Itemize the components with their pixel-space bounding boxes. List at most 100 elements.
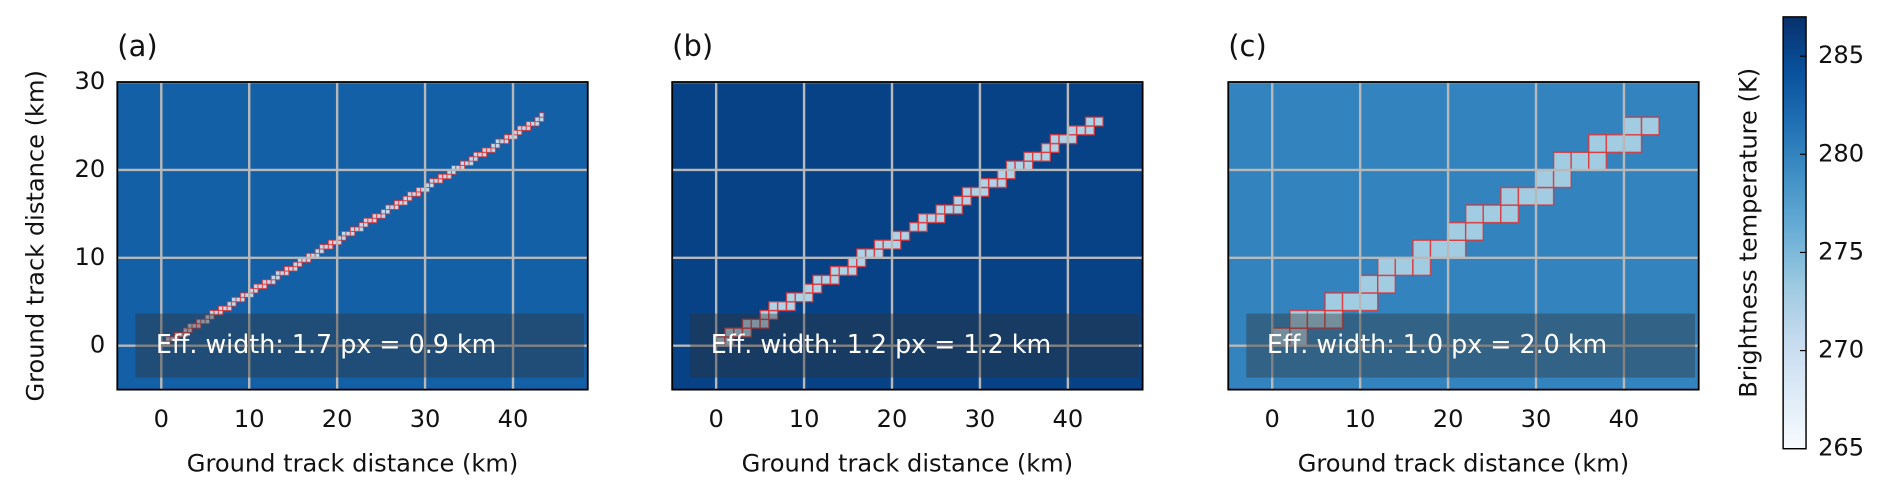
plot-area — [672, 82, 1143, 390]
stripe-pixel — [979, 186, 990, 197]
stripe-pixel — [534, 121, 540, 127]
stripe-pixel — [521, 125, 527, 131]
axes-frame — [671, 81, 1144, 391]
plot-area — [117, 82, 588, 390]
stripe-pixel — [1623, 116, 1643, 136]
stripe-pixel — [393, 204, 400, 210]
stripe-pixel — [996, 169, 1008, 180]
stripe-pixel — [253, 288, 259, 294]
stripe-pixel — [944, 204, 955, 215]
x-tick-label: 40 — [498, 405, 529, 433]
stripe-pixel — [530, 121, 536, 127]
stripe-pixel — [1005, 169, 1016, 180]
colorbar-tick-label: 270 — [1818, 336, 1864, 364]
stripe-pixel — [239, 292, 246, 298]
stripe-pixel — [393, 200, 400, 206]
stripe-pixel — [1084, 116, 1095, 127]
stripe-pixel — [503, 138, 510, 145]
stripe-pixel — [1093, 116, 1104, 127]
stripe-pixel — [776, 301, 788, 312]
stripe-pixel — [1588, 134, 1608, 154]
stripe-pixel — [385, 204, 391, 210]
stripe-pixel — [1040, 142, 1052, 154]
stripe-pixel — [363, 222, 369, 228]
stripe-pixel — [1447, 221, 1467, 241]
stripe-pixel — [538, 112, 545, 118]
stripe-pixel — [319, 244, 325, 250]
stripe-pixel — [319, 248, 325, 254]
stripe-pixel — [829, 274, 840, 285]
panel-label: (a) — [117, 29, 157, 63]
stripe-pixel — [979, 177, 990, 189]
stripe-pixel — [283, 270, 290, 276]
stripe-pixel — [327, 244, 334, 250]
stripe-pixel — [428, 182, 435, 188]
stripe-pixel — [367, 217, 373, 224]
stripe-pixel — [503, 134, 510, 140]
stripe-pixel — [891, 239, 902, 250]
stripe-pixel — [538, 116, 545, 123]
stripe-pixel — [1031, 151, 1043, 162]
stripe-pixel — [908, 221, 920, 233]
stripe-pixel — [829, 265, 840, 277]
stripe-pixel — [1570, 151, 1590, 171]
stripe-pixel — [283, 266, 290, 272]
stripe-pixel — [279, 270, 285, 276]
stripe-pixel — [1359, 274, 1379, 294]
annotation: Eff. width: 1.0 px = 2.0 km — [1267, 329, 1607, 359]
panel-label: (b) — [672, 29, 713, 63]
stripe-pixel — [873, 248, 884, 259]
colorbar — [1782, 16, 1807, 450]
x-axis-label: Ground track distance (km) — [187, 449, 518, 477]
stripe-pixel — [341, 230, 347, 237]
stripe-pixel — [380, 208, 386, 215]
x-tick-label: 0 — [1265, 405, 1280, 433]
plot-area — [1228, 82, 1699, 390]
x-tick-label: 40 — [1053, 405, 1084, 433]
stripe-pixel — [411, 191, 417, 197]
panel-label: (c) — [1228, 29, 1267, 63]
stripe-pixel — [472, 156, 479, 162]
stripe-pixel — [1067, 134, 1078, 145]
x-tick-label: 30 — [965, 405, 996, 433]
stripe-pixel — [1464, 221, 1484, 241]
stripe-pixel — [226, 305, 233, 312]
stripe-pixel — [1623, 134, 1643, 154]
stripe-pixel — [1412, 239, 1432, 259]
stripe-pixel — [838, 265, 849, 277]
stripe-pixel — [371, 213, 378, 219]
stripe-pixel — [820, 274, 832, 285]
colorbar-tick-label: 280 — [1818, 139, 1864, 167]
stripe-pixel — [952, 204, 964, 215]
stripe-pixel — [873, 239, 884, 250]
stripe-pixel — [231, 296, 237, 303]
stripe-pixel — [261, 279, 268, 285]
stripe-pixel — [231, 301, 237, 307]
x-tick-label: 20 — [322, 405, 353, 433]
stripe-pixel — [961, 186, 972, 197]
stripe-pixel — [785, 301, 797, 312]
stripe-pixel — [1447, 239, 1467, 259]
stripe-pixel — [1552, 151, 1572, 171]
stripe-pixel — [988, 177, 999, 189]
annotation-box — [1246, 313, 1696, 378]
colorbar-tick-label: 265 — [1818, 434, 1864, 462]
stripe-pixel — [1359, 292, 1379, 312]
stripe-pixel — [292, 266, 299, 272]
stripe-pixel — [257, 283, 263, 290]
axes-frame — [1227, 81, 1700, 391]
y-tick-label: 10 — [75, 243, 106, 271]
stripe-pixel — [1049, 142, 1060, 154]
annotation: Eff. width: 1.7 px = 0.9 km — [156, 329, 496, 359]
stripe-pixel — [891, 230, 902, 241]
stripe-pixel — [490, 143, 496, 149]
stripe-pixel — [1482, 204, 1502, 224]
stripe-pixel — [1324, 292, 1344, 312]
stripe-pixel — [961, 195, 972, 206]
stripe-pixel — [1023, 160, 1034, 171]
x-tick-label: 0 — [708, 405, 723, 433]
stripe-pixel — [1412, 257, 1432, 277]
stripe-pixel — [917, 213, 928, 224]
stripe-pixel — [803, 283, 814, 294]
